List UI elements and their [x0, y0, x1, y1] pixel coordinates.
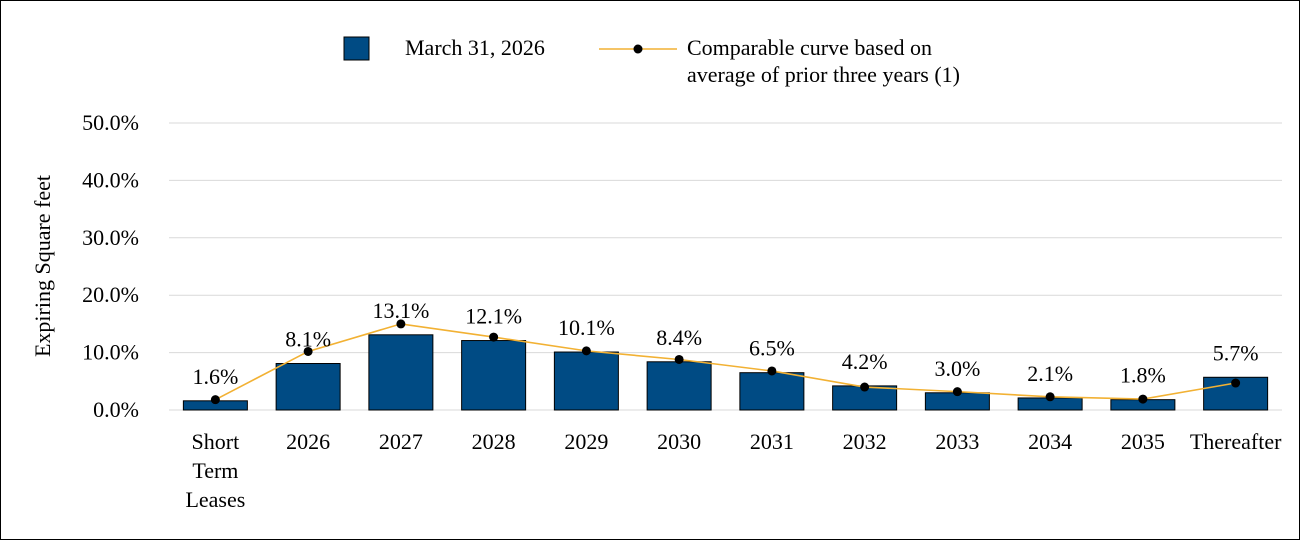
curve-marker — [860, 382, 870, 392]
comparable-curve-line — [215, 323, 1236, 401]
bar-data-label: 6.5% — [749, 336, 795, 361]
x-tick-label-line: 2030 — [657, 429, 701, 454]
x-tick-label-line: Term — [192, 458, 238, 483]
bar-data-label: 3.0% — [934, 356, 980, 381]
data-labels: 1.6% 8.1% 13.1% 12.1% 10.1% 8.4% 6.5% 4.2% 3.0% 2… — [192, 298, 1258, 389]
x-tick-label-line: 2035 — [1121, 429, 1165, 454]
bar — [739, 372, 805, 411]
bar-data-label: 8.4% — [656, 325, 702, 350]
x-tick-label-line: Short — [192, 429, 240, 454]
x-tick-label-line: Leases — [185, 487, 245, 512]
curve-marker — [767, 366, 777, 376]
x-tick-label-line: 2034 — [1028, 429, 1072, 454]
curve-marker — [674, 354, 684, 364]
bar-data-label: 4.2% — [842, 349, 888, 374]
comparable-curve — [210, 319, 1241, 405]
legend-label-line-1: Comparable curve based on — [687, 35, 932, 60]
legend-swatch-marker — [633, 44, 643, 54]
x-tick-label-line: 2026 — [286, 429, 330, 454]
legend: March 31, 2026 Comparable curve based on… — [343, 35, 960, 87]
bar — [461, 340, 527, 411]
x-tick-label-line: 2031 — [750, 429, 794, 454]
x-tick-label: 2034 — [1028, 429, 1072, 454]
x-tick-label: 2033 — [935, 429, 979, 454]
y-tick-label: 0.0% — [93, 397, 139, 422]
x-axis: Short Term Leases 2026 2027 2028 2029 2030 2031 2… — [185, 429, 1282, 512]
x-tick-label: Short Term Leases — [185, 429, 245, 512]
y-axis: 0.0% 10.0% 20.0% 30.0% 40.0% 50.0% — [82, 110, 139, 422]
bar-data-label: 1.6% — [192, 364, 238, 389]
x-tick-label: 2028 — [472, 429, 516, 454]
curve-marker — [396, 319, 406, 329]
legend-label-line: Comparable curve based on average of pri… — [687, 35, 960, 87]
bar-data-label: 10.1% — [558, 315, 615, 340]
y-tick-label: 30.0% — [82, 225, 139, 250]
y-tick-label: 10.0% — [82, 340, 139, 365]
x-tick-label: 2031 — [750, 429, 794, 454]
bar-data-label: 2.1% — [1027, 361, 1073, 386]
legend-label-line-2: average of prior three years (1) — [687, 62, 960, 87]
curve-marker — [952, 387, 962, 397]
curve-marker — [1138, 394, 1148, 404]
bar — [553, 351, 619, 411]
x-tick-label-line: 2028 — [472, 429, 516, 454]
y-axis-title: Expiring Square feet — [30, 175, 55, 357]
y-tick-label: 20.0% — [82, 282, 139, 307]
x-tick-label-line: 2033 — [935, 429, 979, 454]
bar-data-label: 13.1% — [372, 298, 429, 323]
bar-data-label: 5.7% — [1213, 340, 1259, 365]
bar — [275, 363, 341, 411]
x-tick-label: 2030 — [657, 429, 701, 454]
curve-marker — [1045, 392, 1055, 402]
x-tick-label-line: 2029 — [564, 429, 608, 454]
legend-swatch-bar — [343, 36, 370, 61]
bar — [646, 361, 712, 411]
legend-label-bar: March 31, 2026 — [405, 35, 545, 60]
x-tick-label-line: 2027 — [379, 429, 423, 454]
curve-marker — [581, 346, 591, 356]
curve-marker — [303, 346, 313, 356]
x-tick-label: 2026 — [286, 429, 330, 454]
x-tick-label: 2027 — [379, 429, 423, 454]
curve-marker — [489, 332, 499, 342]
x-tick-label: Thereafter — [1190, 429, 1282, 454]
bar — [368, 334, 434, 411]
x-tick-label-line: Thereafter — [1190, 429, 1282, 454]
bar-data-label: 8.1% — [285, 327, 331, 352]
x-tick-label-line: 2032 — [843, 429, 887, 454]
curve-marker — [1231, 378, 1241, 388]
curve-marker — [210, 395, 220, 405]
gridlines — [169, 122, 1282, 411]
bar-data-label: 12.1% — [465, 304, 522, 329]
y-tick-label: 40.0% — [82, 167, 139, 192]
y-tick-label: 50.0% — [82, 110, 139, 135]
x-tick-label: 2035 — [1121, 429, 1165, 454]
bar-data-label: 1.8% — [1120, 363, 1166, 388]
x-tick-label: 2029 — [564, 429, 608, 454]
x-tick-label: 2032 — [843, 429, 887, 454]
